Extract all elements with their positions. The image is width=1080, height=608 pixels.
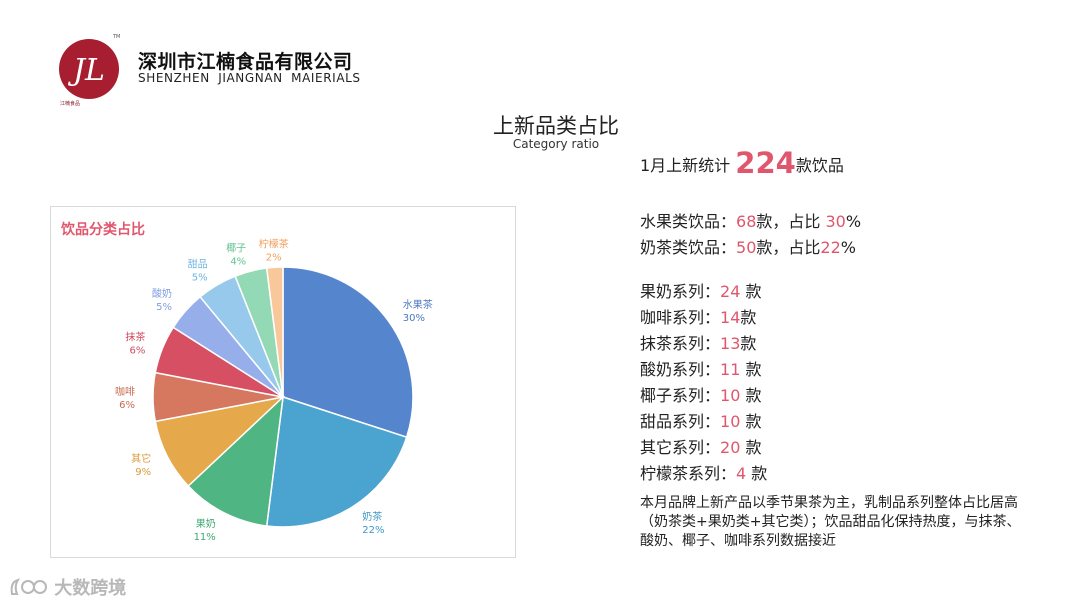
chart-title: 饮品分类占比	[61, 222, 145, 238]
ratio-end: %	[845, 212, 862, 231]
series-unit: 款	[740, 412, 762, 431]
series-count: 20	[720, 438, 741, 457]
summary-total: 224	[735, 146, 796, 180]
pie-chart-panel: 饮品分类占比 水果茶 30% 奶茶 22% 果奶 11% 其它 9% 咖啡 6% 抹茶 6% 酸奶 5% 甜…	[50, 206, 516, 558]
watermark: 大数跨境	[8, 574, 126, 600]
pie-chart: 水果茶 30% 奶茶 22% 果奶 11% 其它 9% 咖啡 6% 抹茶 6% 酸奶 5% 甜品 5% 椰子 4%…	[115, 237, 433, 543]
series-unit: 款	[740, 334, 757, 353]
pie-label-value: 4%	[230, 257, 246, 268]
series-row: 甜品系列：10 款	[640, 408, 761, 432]
series-count: 10	[720, 386, 741, 405]
pie-slice-果奶	[187, 395, 285, 527]
ratio-count: 50	[736, 238, 757, 257]
pie-label-category: 果奶	[196, 518, 216, 530]
company-name-cn: 深圳市江楠食品有限公司	[138, 51, 353, 73]
summary-prefix: 1月上新统计	[640, 156, 731, 175]
series-label: 甜品系列：	[640, 412, 721, 431]
series-label: 其它系列：	[640, 438, 721, 457]
series-count: 13	[720, 334, 741, 353]
pie-label-category: 水果茶	[403, 298, 433, 311]
pie-label-value: 6%	[130, 346, 146, 357]
logo-subtitle: 江楠食品	[60, 101, 81, 107]
series-unit: 款	[740, 308, 757, 327]
pie-slice-柠檬茶	[265, 266, 284, 398]
ratio-row: 奶茶类饮品：50款，占比22%	[640, 234, 856, 258]
series-row: 其它系列：20 款	[640, 434, 761, 458]
logo-trademark: TM	[113, 34, 121, 40]
page-subtitle: Category ratio	[512, 137, 600, 151]
series-unit: 款	[740, 386, 762, 405]
watermark-text: 大数跨境	[54, 578, 127, 599]
pie-label-category: 其它	[131, 452, 151, 465]
pie-label-category: 奶茶	[362, 510, 382, 523]
pie-slice-水果茶	[282, 266, 414, 439]
page-title: 上新品类占比	[493, 114, 619, 138]
pie-label-value: 2%	[266, 252, 282, 263]
company-name-en: SHENZHEN JIANGNAN MAIERIALS	[138, 71, 361, 85]
svg-text:JL: JL	[67, 53, 105, 88]
series-count: 4	[736, 464, 747, 483]
series-label: 酸奶系列：	[640, 360, 721, 379]
analysis-note: 本月品牌上新产品以季节果茶为主，乳制品系列整体占比居高（奶茶类+果奶类+其它类）…	[640, 495, 1021, 549]
series-unit: 款	[740, 360, 762, 379]
ratio-label: 水果类饮品：	[640, 212, 737, 231]
summary-line: 1月上新统计 224款饮品	[640, 146, 844, 180]
ratio-end: %	[840, 238, 856, 257]
series-label: 柠檬茶系列：	[640, 464, 737, 483]
ratio-count: 68	[736, 212, 757, 231]
series-count: 24	[720, 282, 741, 301]
pie-label-value: 9%	[135, 467, 151, 478]
pie-label-category: 咖啡	[115, 386, 135, 398]
pie-label-category: 抹茶	[125, 331, 145, 344]
series-count: 14	[720, 308, 741, 327]
ratio-row: 水果类饮品：68款，占比 30%	[640, 208, 861, 232]
series-row: 咖啡系列：14款	[640, 304, 756, 328]
pie-label-category: 酸奶	[152, 287, 172, 300]
pie-label-value: 5%	[156, 302, 172, 313]
series-unit: 款	[740, 438, 762, 457]
ratio-pct: 30	[825, 212, 846, 231]
pie-label-value: 30%	[403, 313, 425, 324]
ratio-label: 奶茶类饮品：	[640, 238, 737, 257]
series-row: 酸奶系列：11 款	[640, 356, 761, 380]
pie-label-value: 6%	[119, 400, 135, 411]
pie-label-category: 甜品	[188, 258, 208, 271]
pie-slice-奶茶	[265, 396, 408, 528]
ratio-mid: 款，占比	[756, 212, 826, 231]
pie-label-category: 椰子	[226, 242, 246, 255]
series-row: 柠檬茶系列：4 款	[640, 460, 767, 484]
series-label: 椰子系列：	[640, 386, 721, 405]
series-row: 抹茶系列：13款	[640, 330, 756, 354]
ratio-pct: 22	[820, 238, 841, 257]
pie-label-value: 22%	[362, 525, 384, 536]
pie-label-value: 11%	[194, 532, 216, 543]
watermark-logo-icon	[10, 578, 47, 595]
series-unit: 款	[740, 282, 762, 301]
ratio-mid: 款，占比	[756, 238, 821, 257]
series-label: 咖啡系列：	[640, 308, 721, 327]
pie-label-value: 5%	[192, 273, 208, 284]
pie-label-category: 柠檬茶	[259, 237, 289, 250]
series-unit: 款	[746, 464, 768, 483]
series-row: 椰子系列：10 款	[640, 382, 761, 406]
series-label: 果奶系列：	[640, 282, 721, 301]
summary-suffix: 款饮品	[795, 156, 844, 175]
series-label: 抹茶系列：	[640, 334, 721, 353]
series-row: 果奶系列：24 款	[640, 278, 761, 302]
series-count: 10	[720, 412, 741, 431]
series-count: 11	[720, 360, 741, 379]
company-logo: JL	[59, 39, 119, 99]
